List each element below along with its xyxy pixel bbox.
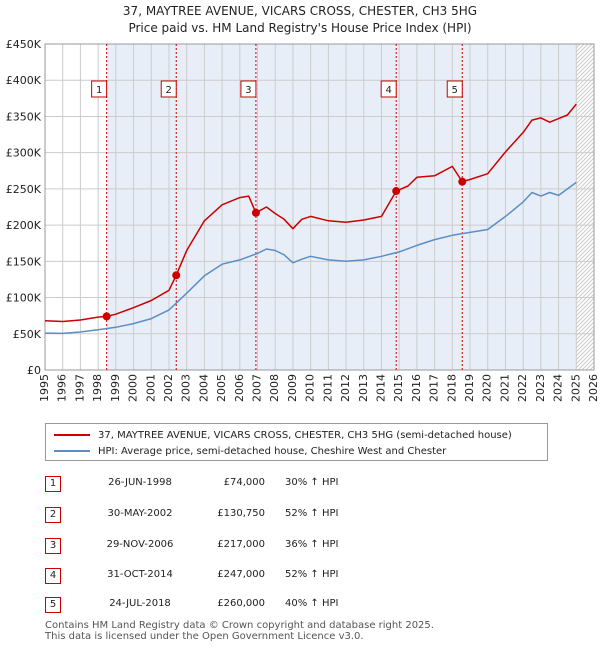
transaction-price: £260,000: [217, 598, 265, 609]
sale-period-band: [396, 44, 463, 370]
transaction-number: 3: [45, 538, 61, 554]
transaction-price: £247,000: [217, 569, 265, 580]
chart-title-line2: Price paid vs. HM Land Registry's House …: [128, 21, 472, 35]
x-tick-label: 1998: [91, 374, 104, 402]
series-line: [44, 103, 577, 323]
x-tick-label: 2012: [339, 374, 352, 402]
x-tick-label: 2004: [197, 374, 210, 402]
x-tick-label: 2022: [516, 374, 529, 402]
transaction-hpi: 40% ↑ HPI: [285, 598, 339, 609]
y-tick-label: £150K: [6, 255, 42, 268]
legend-label-hpi: HPI: Average price, semi-detached house,…: [98, 445, 447, 457]
sale-point: [251, 208, 260, 217]
y-tick-label: £400K: [6, 74, 42, 87]
x-tick-label: 2016: [410, 374, 423, 402]
footer: Contains HM Land Registry data © Crown c…: [45, 620, 434, 642]
x-tick-label: 2009: [286, 374, 299, 402]
sale-label-box: [91, 80, 108, 98]
sale-period-band: [462, 44, 577, 370]
transaction-price: £130,750: [217, 508, 265, 519]
y-tick-label: £450K: [6, 38, 42, 51]
legend-item-property: 37, MAYTREE AVENUE, VICARS CROSS, CHESTE…: [54, 427, 512, 443]
transaction-number: 5: [45, 597, 61, 613]
x-tick-label: 2021: [498, 374, 511, 402]
series-line: [44, 181, 577, 335]
x-tick-label: 2008: [268, 374, 281, 402]
x-tick-label: 1997: [73, 374, 86, 402]
x-tick-label: 2018: [445, 374, 458, 402]
transaction-date: 30-MAY-2002: [107, 508, 173, 519]
transaction-hpi: 30% ↑ HPI: [285, 477, 339, 488]
sale-label-box: [240, 80, 257, 98]
x-tick-label: 2020: [481, 374, 494, 402]
sale-point: [458, 177, 467, 186]
y-tick-label: £200K: [6, 219, 42, 232]
chart-title-line1: 37, MAYTREE AVENUE, VICARS CROSS, CHESTE…: [122, 4, 478, 18]
sale-point: [392, 187, 401, 196]
sale-period-band: [106, 44, 177, 370]
x-tick-label: 1995: [38, 374, 51, 402]
sale-point: [102, 312, 111, 321]
plot-frame: [44, 43, 595, 371]
legend: 37, MAYTREE AVENUE, VICARS CROSS, CHESTE…: [45, 423, 548, 461]
transaction-hpi: 36% ↑ HPI: [285, 539, 339, 550]
x-tick-label: 2000: [127, 374, 140, 402]
x-tick-label: 2023: [534, 374, 547, 402]
transaction-hpi: 52% ↑ HPI: [285, 569, 339, 580]
sale-period-band: [255, 44, 397, 370]
transaction-number: 2: [45, 507, 61, 523]
sale-point: [172, 271, 181, 280]
sale-label: 1: [96, 85, 102, 96]
transaction-number: 4: [45, 568, 61, 584]
legend-swatch-hpi: [54, 450, 90, 452]
sale-period-band: [176, 44, 256, 370]
x-tick-label: 2026: [587, 374, 600, 402]
transaction-date: 24-JUL-2018: [109, 598, 171, 609]
y-tick-label: £100K: [6, 292, 42, 305]
legend-label-property: 37, MAYTREE AVENUE, VICARS CROSS, CHESTE…: [98, 429, 512, 441]
legend-swatch-property: [54, 434, 90, 436]
sale-label: 3: [245, 85, 251, 96]
transaction-price: £74,000: [223, 477, 265, 488]
y-tick-label: £0: [27, 364, 41, 377]
transaction-price: £217,000: [217, 539, 265, 550]
y-tick-label: £300K: [6, 147, 42, 160]
x-tick-label: 2011: [321, 374, 334, 402]
x-tick-label: 1999: [109, 374, 122, 402]
x-tick-label: 2005: [215, 374, 228, 402]
x-tick-label: 2019: [463, 374, 476, 402]
sale-label: 4: [385, 85, 391, 96]
x-tick-label: 2013: [357, 374, 370, 402]
x-tick-label: 2015: [392, 374, 405, 402]
x-tick-label: 2002: [162, 374, 175, 402]
sale-label: 2: [166, 85, 172, 96]
sale-label-box: [380, 80, 397, 98]
footer-copyright: Contains HM Land Registry data © Crown c…: [45, 620, 434, 631]
y-tick-label: £350K: [6, 110, 42, 123]
sale-label-box: [446, 80, 463, 98]
y-tick-label: £250K: [6, 183, 42, 196]
x-tick-label: 1996: [56, 374, 69, 402]
transaction-number: 1: [45, 476, 61, 492]
transaction-date: 29-NOV-2006: [106, 539, 174, 550]
transaction-date: 26-JUN-1998: [108, 477, 172, 488]
x-tick-label: 2001: [144, 374, 157, 402]
x-tick-label: 2003: [180, 374, 193, 402]
legend-item-hpi: HPI: Average price, semi-detached house,…: [54, 443, 446, 459]
x-tick-label: 2017: [428, 374, 441, 402]
x-tick-label: 2014: [374, 374, 387, 402]
y-tick-label: £50K: [13, 328, 42, 341]
x-tick-label: 2010: [304, 374, 317, 402]
transaction-date: 31-OCT-2014: [107, 569, 173, 580]
x-tick-label: 2006: [233, 374, 246, 402]
forecast-region: [576, 44, 594, 370]
sale-label-box: [160, 80, 177, 98]
x-tick-label: 2024: [552, 374, 565, 402]
x-tick-label: 2007: [251, 374, 264, 402]
sale-label: 5: [452, 85, 458, 96]
footer-licence: This data is licensed under the Open Gov…: [45, 631, 364, 642]
x-tick-label: 2025: [569, 374, 582, 402]
price-chart: 1995 1996 1997 1998 1999 2000 2001 2002 2003 2004…: [6, 38, 600, 402]
transaction-hpi: 52% ↑ HPI: [285, 508, 339, 519]
